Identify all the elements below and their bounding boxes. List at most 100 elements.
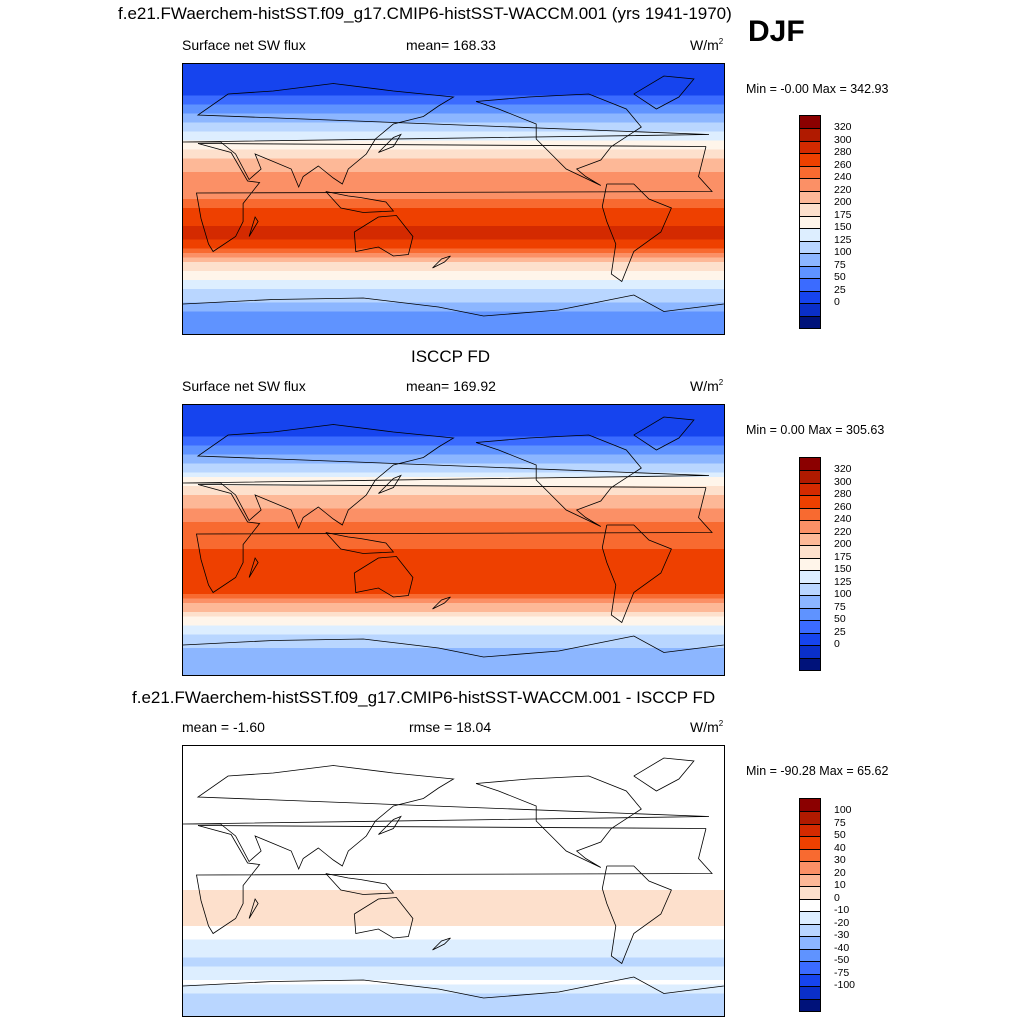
field-band: [183, 768, 724, 774]
min-max-label: Min = -0.00 Max = 342.93: [746, 82, 889, 96]
field-band: [183, 944, 724, 950]
field-band: [183, 899, 724, 905]
field-band: [183, 849, 724, 855]
colorbar-tick-label: 240: [834, 171, 852, 184]
coastline: [601, 865, 672, 965]
colorbar-swatch: [800, 811, 820, 825]
coastline: [432, 937, 451, 951]
panel-unit-label: W/m2: [690, 378, 724, 394]
coastline: [633, 416, 695, 451]
colorbar-swatch: [800, 520, 820, 534]
colorbar-swatch: [800, 128, 820, 142]
field-band: [183, 589, 724, 595]
coastline: [183, 294, 724, 317]
coastline: [432, 596, 451, 610]
colorbar-swatch: [800, 265, 820, 279]
colorbar-tick-label: 260: [834, 500, 852, 513]
field-band: [183, 486, 724, 492]
panel-left-label: mean = -1.60: [182, 719, 265, 735]
panel-center-label: mean= 169.92: [406, 378, 496, 394]
colorbar: [799, 798, 821, 1012]
field-band: [183, 522, 724, 528]
colorbar-tick-label: -40: [834, 941, 850, 954]
field-band: [183, 1011, 724, 1016]
field-band: [183, 535, 724, 541]
colorbar-tick-label: 75: [834, 600, 846, 613]
colorbar-swatch: [800, 315, 820, 329]
colorbar-swatch: [800, 482, 820, 496]
panel-center-label: mean= 168.33: [406, 37, 496, 53]
colorbar-swatch: [800, 557, 820, 571]
field-band: [183, 670, 724, 675]
field-band: [183, 275, 724, 281]
field-band: [183, 450, 724, 456]
field-band: [183, 100, 724, 106]
field-band: [183, 208, 724, 214]
colorbar-tick-label: 100: [834, 246, 852, 259]
field-band: [183, 441, 724, 447]
field-band: [183, 472, 724, 478]
field-band: [183, 194, 724, 200]
coastline: [601, 524, 672, 624]
coastline: [183, 765, 710, 871]
field-band: [183, 320, 724, 326]
field-band: [183, 140, 724, 146]
field-band: [183, 571, 724, 577]
field-band: [183, 185, 724, 191]
coastline: [475, 775, 642, 868]
field-band: [183, 158, 724, 164]
colorbar-tick-label: 0: [834, 891, 840, 904]
field-band: [183, 540, 724, 546]
coastline: [248, 557, 259, 578]
field-band: [183, 526, 724, 532]
field-band: [183, 867, 724, 873]
field-band: [183, 939, 724, 945]
colorbar-tick-label: 0: [834, 296, 840, 309]
panel-title: ISCCP FD: [411, 347, 491, 366]
field-band: [183, 948, 724, 954]
field-band: [183, 630, 724, 636]
colorbar-swatch: [800, 836, 820, 850]
panel-left-label: Surface net SW flux: [182, 37, 306, 53]
colorbar-tick-label: 280: [834, 488, 852, 501]
coastline: [601, 183, 672, 283]
field-band: [183, 149, 724, 155]
coastline: [432, 255, 451, 269]
colorbar-tick-label: -100: [834, 979, 856, 992]
field-band: [183, 262, 724, 268]
field-band: [183, 248, 724, 254]
coastline: [353, 897, 414, 939]
colorbar-swatch: [800, 961, 820, 975]
field-band: [183, 971, 724, 977]
field-band: [183, 908, 724, 914]
field-band: [183, 594, 724, 600]
field-band: [183, 917, 724, 923]
colorbar-tick-label: 20: [834, 866, 846, 879]
field-band: [183, 634, 724, 640]
field-band: [183, 854, 724, 860]
field-band: [183, 167, 724, 173]
colorbar-tick-label: 75: [834, 816, 846, 829]
colorbar-tick-label: 150: [834, 563, 852, 576]
field-band: [183, 316, 724, 322]
field-band: [183, 499, 724, 505]
colorbar-tick-label: 100: [834, 804, 852, 817]
field-band: [183, 490, 724, 496]
field-band: [183, 244, 724, 250]
colorbar-swatch: [800, 582, 820, 596]
colorbar-tick-label: 260: [834, 158, 852, 171]
field-band: [183, 131, 724, 137]
field-band: [183, 199, 724, 205]
field-band: [183, 329, 724, 334]
field-band: [183, 773, 724, 779]
field-band: [183, 454, 724, 460]
field-band: [183, 567, 724, 573]
colorbar-swatch: [800, 458, 820, 471]
field-band: [183, 845, 724, 851]
colorbar-swatch: [800, 290, 820, 304]
colorbar: [799, 115, 821, 329]
colorbar-tick-label: 175: [834, 550, 852, 563]
field-band: [183, 562, 724, 568]
colorbar-tick-label: 0: [834, 638, 840, 651]
field-band: [183, 109, 724, 115]
